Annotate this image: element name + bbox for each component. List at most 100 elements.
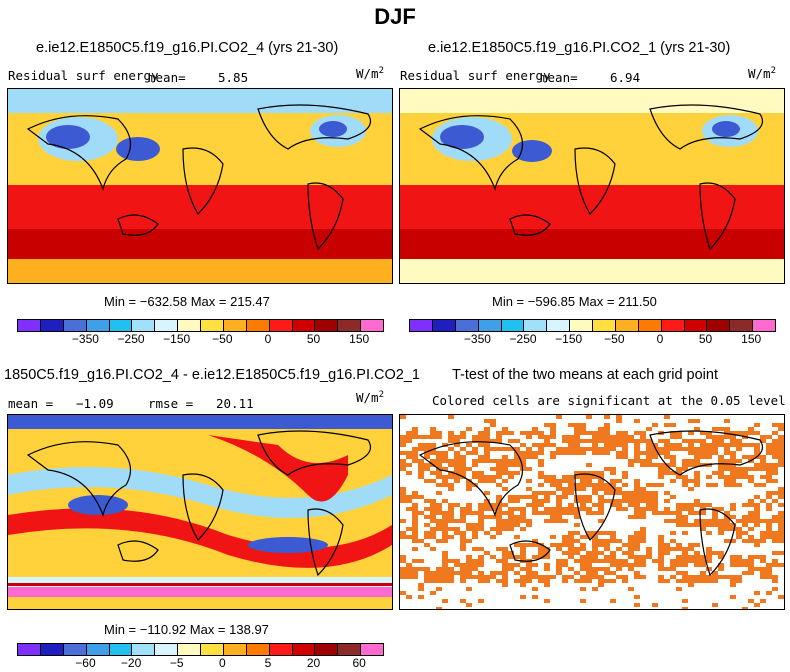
significant-cell — [412, 515, 418, 519]
significant-cell — [484, 459, 490, 463]
significant-cell — [640, 531, 646, 535]
significant-cell — [568, 483, 574, 487]
significant-cell — [598, 439, 604, 443]
significant-cell — [508, 431, 514, 435]
significant-cell — [400, 519, 406, 523]
significant-cell — [580, 575, 586, 579]
significant-cell — [640, 535, 646, 539]
significant-cell — [730, 435, 736, 439]
significant-cell — [466, 567, 472, 571]
significant-cell — [652, 507, 658, 511]
significant-cell — [622, 431, 628, 435]
significant-cell — [724, 523, 730, 527]
significant-cell — [556, 559, 562, 563]
significant-cell — [568, 443, 574, 447]
significant-cell — [568, 479, 574, 483]
significant-cell — [634, 499, 640, 503]
significant-cell — [562, 535, 568, 539]
significant-cell — [616, 455, 622, 459]
significant-cell — [520, 575, 526, 579]
significant-cell — [562, 543, 568, 547]
significant-cell — [520, 451, 526, 455]
significant-cell — [568, 543, 574, 547]
significant-cell — [448, 439, 454, 443]
significant-cell — [472, 435, 478, 439]
significant-cell — [718, 523, 724, 527]
significant-cell — [544, 579, 550, 583]
significant-cell — [508, 439, 514, 443]
significant-cell — [676, 475, 682, 479]
significant-cell — [742, 571, 748, 575]
significant-cell — [430, 435, 436, 439]
significant-cell — [400, 451, 406, 455]
significant-cell — [448, 431, 454, 435]
significant-cell — [472, 575, 478, 579]
significant-cell — [484, 443, 490, 447]
significant-cell — [412, 503, 418, 507]
significant-cell — [478, 575, 484, 579]
significant-cell — [766, 531, 772, 535]
significant-cell — [628, 551, 634, 555]
significant-cell — [538, 503, 544, 507]
significant-cell — [694, 559, 700, 563]
significant-cell — [412, 435, 418, 439]
significant-cell — [466, 559, 472, 563]
significant-cell — [538, 447, 544, 451]
significant-cell — [778, 535, 784, 539]
significant-cell — [478, 519, 484, 523]
significant-cell — [472, 527, 478, 531]
significant-cell — [574, 507, 580, 511]
significant-cell — [400, 575, 406, 579]
significant-cell — [724, 475, 730, 479]
significant-cell — [406, 567, 412, 571]
significant-cell — [490, 555, 496, 559]
significant-cell — [766, 435, 772, 439]
significant-cell — [454, 527, 460, 531]
significant-cell — [610, 487, 616, 491]
significant-cell — [730, 583, 736, 587]
significant-cell — [412, 519, 418, 523]
significant-cell — [736, 483, 742, 487]
significant-cell — [778, 527, 784, 531]
significant-cell — [706, 431, 712, 435]
significant-cell — [466, 507, 472, 511]
significant-cell — [400, 435, 406, 439]
significant-cell — [478, 435, 484, 439]
significant-cell — [628, 515, 634, 519]
significant-cell — [760, 555, 766, 559]
significant-cell — [568, 487, 574, 491]
significant-cell — [586, 463, 592, 467]
significant-cell — [754, 463, 760, 467]
colorbar-swatch — [338, 320, 362, 331]
significant-cell — [514, 463, 520, 467]
significant-cell — [688, 511, 694, 515]
significant-cell — [442, 579, 448, 583]
significant-cell — [496, 579, 502, 583]
significant-cell — [604, 427, 610, 431]
colorbar-swatch — [478, 320, 502, 331]
significant-cell — [454, 455, 460, 459]
significant-cell — [760, 499, 766, 503]
significant-cell — [448, 519, 454, 523]
colorbar-tick-label: −50 — [212, 332, 233, 346]
significant-cell — [508, 447, 514, 451]
significant-cell — [406, 507, 412, 511]
significant-cell — [448, 579, 454, 583]
significant-cell — [730, 523, 736, 527]
significant-cell — [472, 459, 478, 463]
significant-cell — [472, 535, 478, 539]
significant-cell — [496, 483, 502, 487]
significant-cell — [586, 495, 592, 499]
significant-cell — [460, 519, 466, 523]
significant-cell — [676, 579, 682, 583]
significant-cell — [502, 463, 508, 467]
significant-cell — [670, 519, 676, 523]
significant-cell — [670, 567, 676, 571]
significant-cell — [598, 499, 604, 503]
significant-cell — [478, 439, 484, 443]
significant-cell — [484, 447, 490, 451]
significant-cell — [706, 555, 712, 559]
significant-cell — [478, 443, 484, 447]
significant-cell — [664, 543, 670, 547]
significant-cell — [514, 447, 520, 451]
